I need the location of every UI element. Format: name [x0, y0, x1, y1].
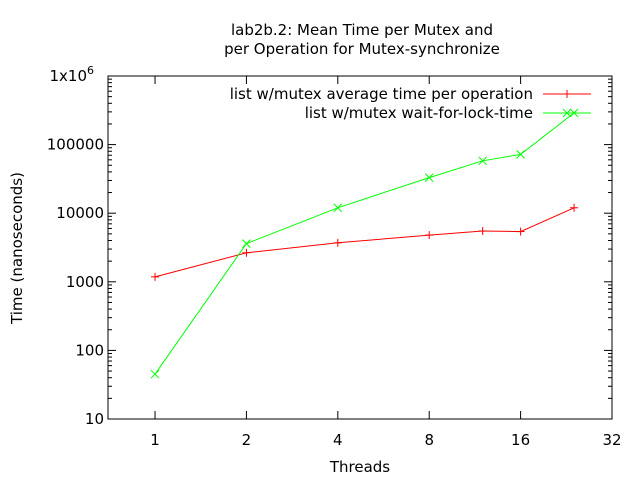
series-2	[150, 108, 579, 379]
data-point	[516, 150, 525, 159]
data-point	[570, 203, 579, 212]
y-tick-label: 100	[75, 341, 104, 359]
y-tick-label-exponent: 6	[87, 64, 94, 77]
y-tick-label: 1000	[66, 273, 104, 291]
y-tick-label: 10000	[56, 204, 104, 222]
data-point	[242, 248, 251, 257]
legend-swatch-marker	[562, 108, 572, 118]
series-layer	[150, 108, 579, 379]
data-point	[478, 156, 488, 166]
data-point	[242, 239, 251, 248]
data-point	[151, 272, 160, 281]
x-tick-label: 2	[242, 431, 252, 449]
chart-title-line-2: per Operation for Mutex-synchronize	[224, 40, 500, 58]
x-tick-label: 1	[150, 431, 160, 449]
data-point	[516, 227, 525, 236]
data-point	[425, 231, 434, 240]
legend-swatch-marker	[563, 90, 571, 98]
plot-frame	[107, 75, 613, 420]
x-tick-label: 8	[424, 431, 434, 449]
x-tick-label: 16	[511, 431, 530, 449]
y-tick-label: 10	[85, 410, 104, 428]
y-tick-label: 1x106	[49, 64, 94, 85]
legend-label: list w/mutex average time per operation	[230, 85, 533, 103]
data-point	[150, 369, 160, 379]
data-point	[333, 203, 343, 213]
series-line	[154, 207, 575, 278]
series-1	[151, 203, 579, 281]
x-axis: 1 2 4 8 16 32	[150, 76, 622, 449]
chart-title-line-1: lab2b.2: Mean Time per Mutex and	[231, 21, 493, 39]
data-point	[333, 238, 342, 247]
legend-label: list w/mutex wait-for-lock-time	[305, 104, 533, 122]
x-axis-label: Threads	[329, 458, 390, 476]
x-tick-label: 32	[602, 431, 621, 449]
series-line	[154, 112, 575, 375]
x-tick-label: 4	[333, 431, 343, 449]
y-axis-label: Time (nanoseconds)	[8, 172, 26, 325]
data-point	[478, 227, 487, 236]
data-point	[424, 173, 434, 182]
legend: list w/mutex average time per operationl…	[230, 85, 591, 122]
y-tick-label: 100000	[47, 136, 104, 154]
y-axis: 10 100 1000 10000 100000 1x106	[47, 64, 612, 428]
